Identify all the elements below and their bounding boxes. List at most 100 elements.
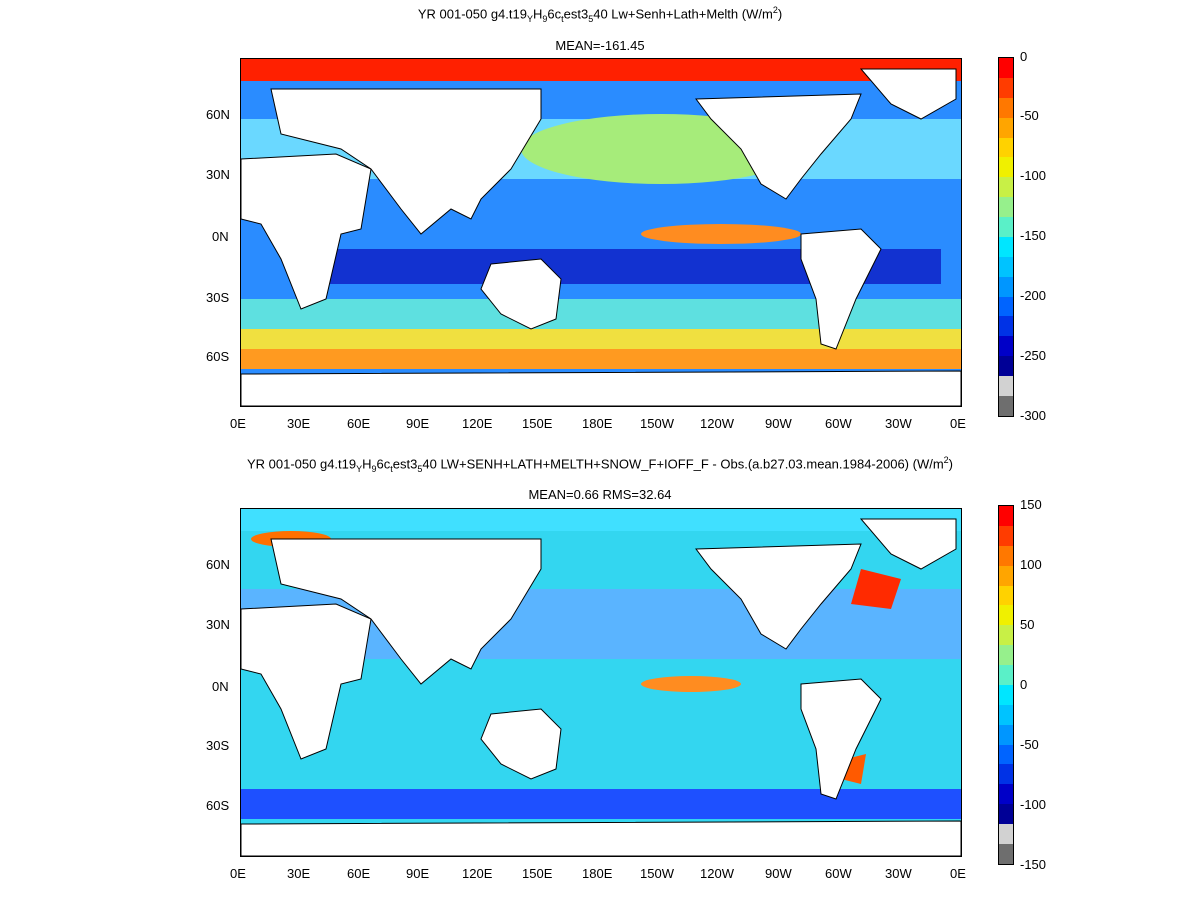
lon-label: 30W (885, 416, 912, 431)
colorbar-segment (999, 645, 1013, 665)
lon-label: 60W (825, 416, 852, 431)
southern-ocean-band (241, 789, 961, 819)
lon-label: 150W (640, 416, 674, 431)
top-panel-title: YR 001-050 g4.t19YH96ctest3540 Lw+Senh+L… (417, 5, 783, 24)
lat-label: 60S (206, 798, 230, 813)
colorbar-segment (999, 336, 1013, 357)
colorbar-segment (999, 585, 1013, 606)
north-america (695, 543, 862, 650)
lon-label: 30W (885, 866, 912, 881)
colorbar-label: 0 (1020, 677, 1028, 692)
colorbar-label: -50 (1020, 737, 1039, 752)
greenland (859, 68, 957, 120)
colorbar-segment (999, 316, 1013, 337)
colorbar-label: 100 (1020, 557, 1042, 572)
colorbar-segment (999, 804, 1013, 824)
colorbar-segment (999, 744, 1013, 765)
colorbar-segment (999, 376, 1013, 396)
colorbar-label: -150 (1020, 228, 1047, 243)
africa (241, 603, 372, 760)
bottom-map-svg (241, 509, 961, 856)
lon-label: 150E (522, 416, 553, 431)
colorbar-segment (999, 565, 1013, 586)
lon-label: 150W (640, 866, 674, 881)
colorbar-segment (999, 625, 1013, 646)
colorbar-segment (999, 217, 1013, 237)
africa (241, 153, 372, 310)
lon-label: 60W (825, 866, 852, 881)
antarctica (241, 820, 961, 856)
arctic-band (241, 509, 961, 531)
colorbar-label: -100 (1020, 797, 1047, 812)
top-colorbar (998, 57, 1014, 417)
lat-label: 30N (206, 167, 230, 182)
lon-label: 120W (700, 416, 734, 431)
colorbar-label: -300 (1020, 408, 1047, 423)
lon-label: 30E (287, 416, 311, 431)
lon-label: 60E (347, 416, 371, 431)
lon-label: 180E (582, 866, 613, 881)
colorbar-segment (999, 395, 1013, 416)
gulf-stream-anomaly (851, 569, 901, 609)
colorbar-segment (999, 58, 1013, 78)
top-map-svg (241, 59, 961, 406)
bottom-map (240, 508, 962, 857)
colorbar-segment (999, 276, 1013, 297)
lon-label: 180E (582, 416, 613, 431)
australia (480, 258, 562, 330)
colorbar-segment (999, 256, 1013, 277)
lon-label: 150E (522, 866, 553, 881)
colorbar-segment (999, 843, 1013, 864)
lat-label: 0N (212, 229, 229, 244)
lon-label: 90W (765, 866, 792, 881)
colorbar-segment (999, 545, 1013, 566)
bottom-panel-title: YR 001-050 g4.t19YH96ctest3540 LW+SENH+L… (246, 455, 954, 474)
colorbar-segment (999, 77, 1013, 98)
south-america (800, 678, 882, 800)
bottom-panel-stats: MEAN=0.66 RMS=32.64 (528, 487, 672, 502)
lat-label: 30N (206, 617, 230, 632)
lat-label: 30S (206, 738, 230, 753)
colorbar-segment (999, 684, 1013, 705)
equatorial-anomaly (641, 676, 741, 692)
colorbar-label: 50 (1020, 617, 1035, 632)
australia (480, 708, 562, 780)
colorbar-segment (999, 605, 1013, 626)
colorbar-segment (999, 177, 1013, 198)
colorbar-segment (999, 704, 1013, 725)
colorbar-segment (999, 665, 1013, 685)
lon-label: 90W (765, 416, 792, 431)
north-america (695, 93, 862, 200)
colorbar-segment (999, 97, 1013, 118)
colorbar-segment (999, 117, 1013, 138)
colorbar-label: -150 (1020, 857, 1047, 872)
colorbar-label: 0 (1020, 49, 1028, 64)
colorbar-segment (999, 236, 1013, 257)
lon-label: 0E (230, 866, 246, 881)
eurasia (270, 88, 542, 235)
colorbar-label: -100 (1020, 168, 1047, 183)
lat-label: 30S (206, 290, 230, 305)
lon-label: 0E (230, 416, 246, 431)
arctic-band (241, 59, 961, 81)
colorbar-segment (999, 506, 1013, 526)
colorbar-label: -250 (1020, 348, 1047, 363)
lon-label: 0E (950, 866, 966, 881)
antarctica (241, 370, 961, 406)
south-america (800, 228, 882, 350)
colorbar-segment (999, 137, 1013, 158)
lon-label: 90E (406, 416, 430, 431)
colorbar-label: 150 (1020, 497, 1042, 512)
lon-label: 120E (462, 866, 493, 881)
lat-label: 60S (206, 349, 230, 364)
colorbar-label: -200 (1020, 288, 1047, 303)
bottom-colorbar (998, 505, 1014, 865)
lon-label: 0E (950, 416, 966, 431)
antarctic-edge (241, 349, 961, 369)
greenland (859, 518, 957, 570)
lat-label: 0N (212, 679, 229, 694)
lon-label: 120W (700, 866, 734, 881)
colorbar-segment (999, 824, 1013, 844)
lon-label: 30E (287, 866, 311, 881)
top-panel-mean: MEAN=-161.45 (555, 38, 645, 53)
